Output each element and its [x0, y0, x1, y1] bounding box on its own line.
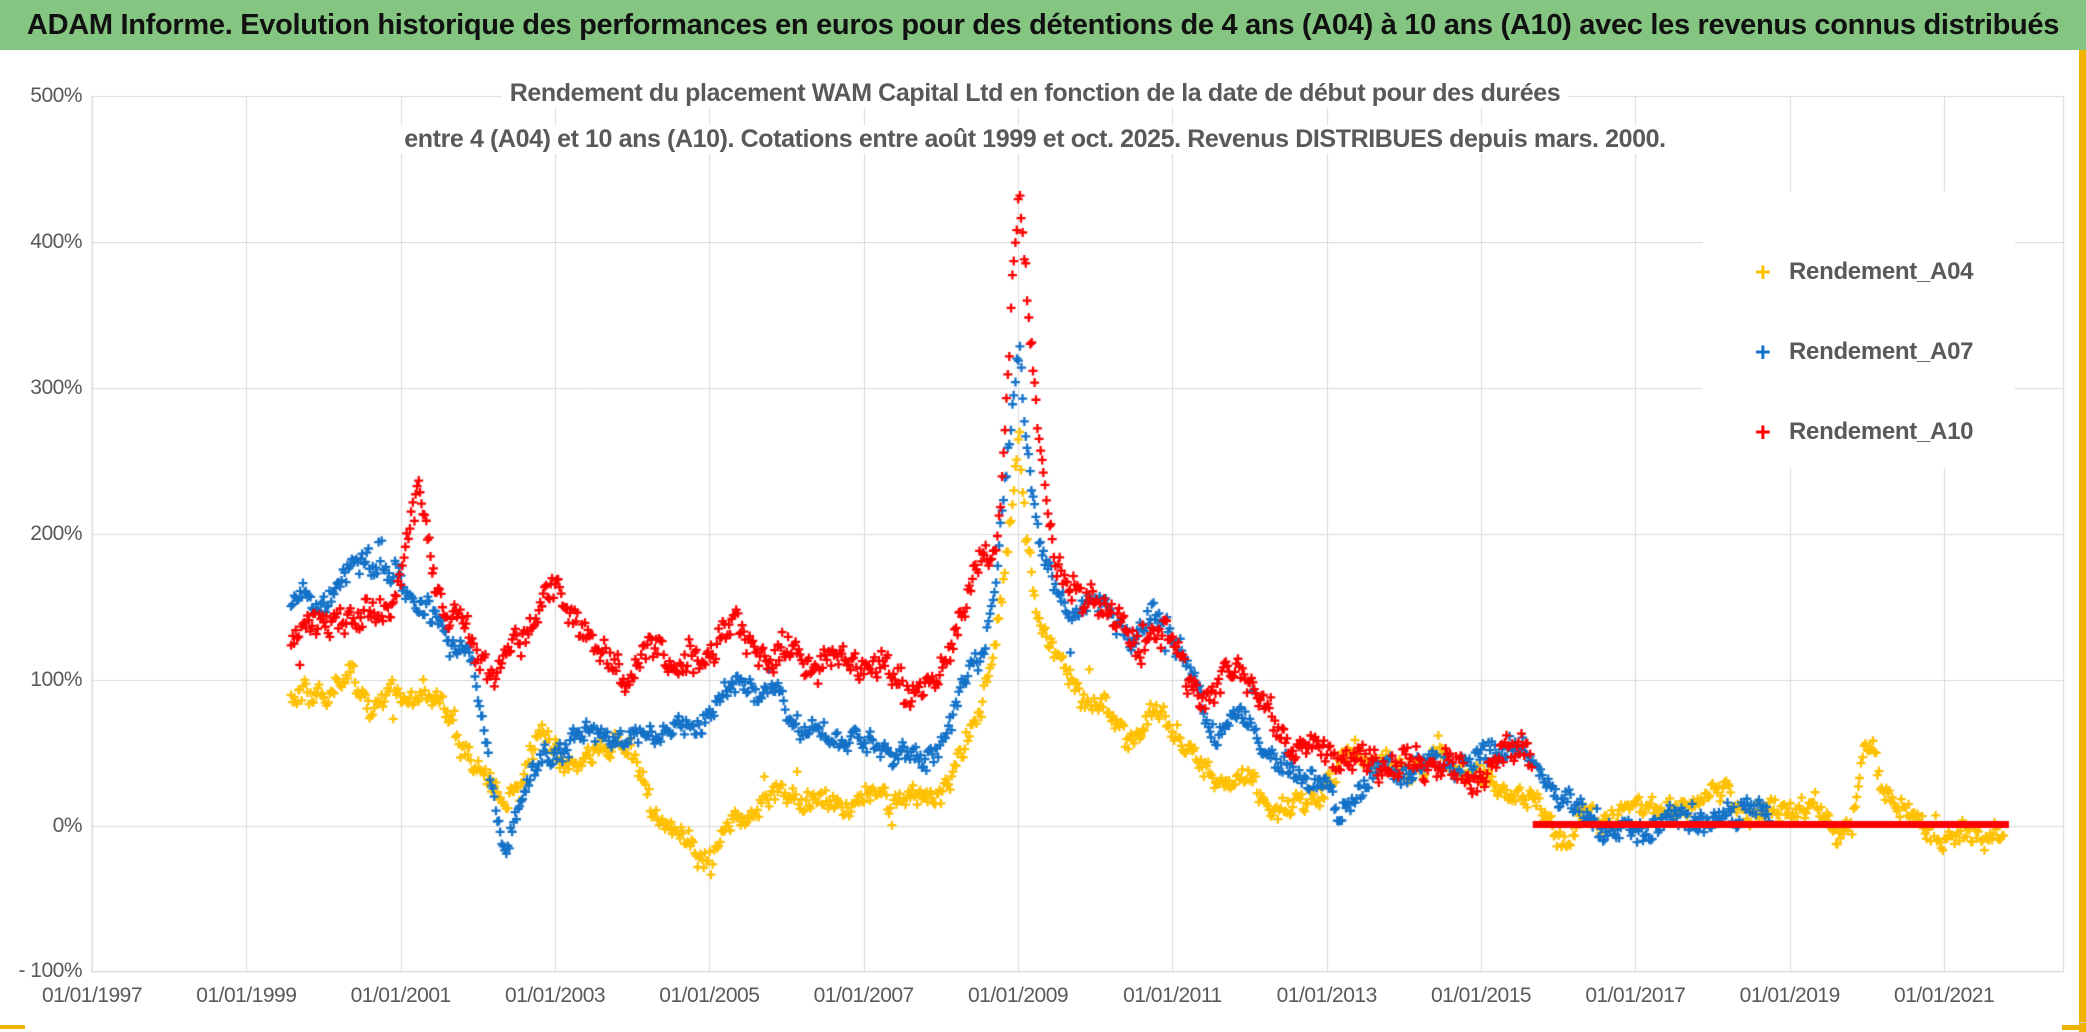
plus-marker-icon: + [1755, 337, 1771, 367]
y-tick-label: 0% [52, 813, 83, 837]
y-tick-label: 300% [30, 376, 82, 399]
y-tick-label: 400% [30, 230, 82, 254]
x-tick-label: 01/01/2015 [1430, 984, 1532, 1007]
chart-canvas [0, 50, 2079, 1025]
x-tick-label: 01/01/2011 [1123, 984, 1222, 1007]
x-tick-label: 01/01/2019 [1739, 984, 1841, 1007]
chart-area[interactable]: Rendement du placement WAM Capital Ltd e… [0, 50, 2079, 1025]
plus-marker-icon: + [1755, 257, 1771, 287]
y-tick-label: - 100% [18, 959, 82, 983]
x-tick-label: 01/01/2021 [1894, 984, 1995, 1007]
plus-marker-icon: + [1755, 417, 1771, 447]
x-tick-label: 01/01/2013 [1276, 984, 1378, 1007]
legend-item-rendement_a04[interactable]: + Rendement_A04 [1755, 258, 1973, 286]
x-tick-label: 01/01/2017 [1585, 984, 1686, 1007]
y-tick-label: 200% [30, 521, 82, 545]
legend-label: Rendement_A07 [1789, 338, 1974, 365]
banner-title: ADAM Informe. Evolution historique des p… [26, 8, 2060, 41]
legend-item-rendement_a10[interactable]: + Rendement_A10 [1755, 418, 1973, 446]
legend-item-rendement_a07[interactable]: + Rendement_A07 [1755, 338, 1973, 366]
title-banner: ADAM Informe. Evolution historique des p… [0, 0, 2086, 50]
chart-legend: + Rendement_A04 + Rendement_A07 + Rendement_A… [1703, 242, 2015, 468]
y-tick-label: 100% [30, 667, 82, 691]
chart-title-line2: entre 4 (A04) et 10 ans (A10). Cotations… [396, 125, 1674, 154]
y-tick-label: 500% [30, 84, 82, 108]
x-tick-label: 01/01/2005 [659, 984, 760, 1007]
gold-accent-right-strip [2079, 50, 2086, 1032]
legend-label: Rendement_A04 [1789, 258, 1974, 285]
legend-label: Rendement_A10 [1789, 418, 1974, 445]
x-tick-label: 01/01/2007 [813, 984, 915, 1007]
x-tick-label: 01/01/1999 [196, 984, 297, 1007]
x-tick-label: 01/01/2001 [350, 984, 452, 1007]
chart-title-line1: Rendement du placement WAM Capital Ltd e… [501, 79, 1569, 108]
x-tick-label: 01/01/2009 [967, 984, 1069, 1007]
gold-accent-bottom-left [0, 1021, 25, 1029]
x-tick-label: 01/01/1997 [41, 984, 143, 1007]
x-tick-label: 01/01/2003 [504, 984, 606, 1007]
